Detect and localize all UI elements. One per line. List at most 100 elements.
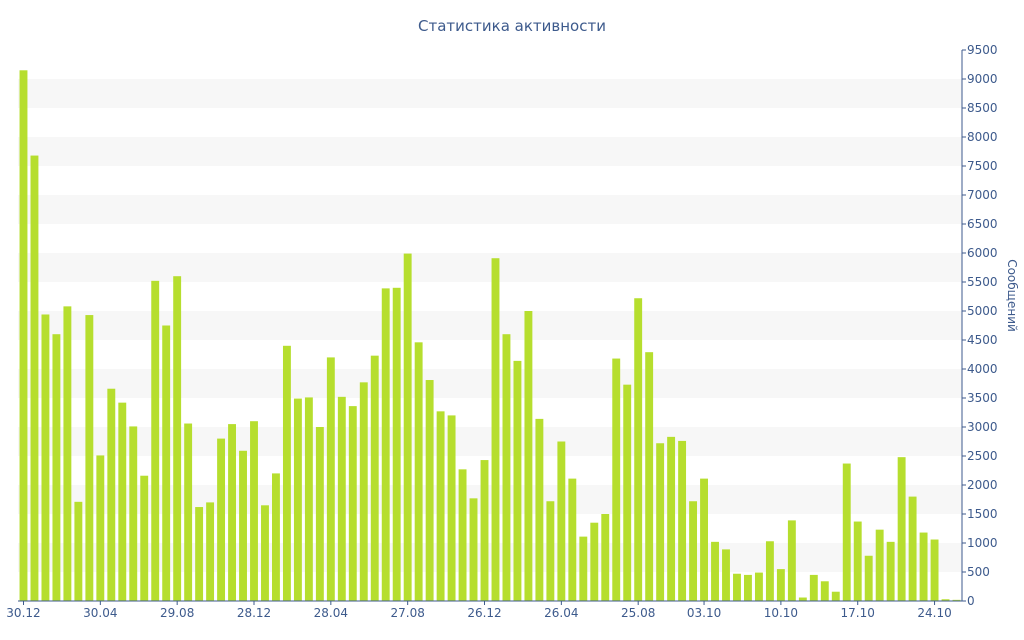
bar <box>612 358 621 601</box>
y-tick-label: 5500 <box>967 275 998 289</box>
bar <box>63 306 72 601</box>
bar <box>787 520 796 601</box>
bar <box>436 411 445 601</box>
bar <box>941 599 950 601</box>
x-tick-label: 03.10 <box>687 606 721 620</box>
bar <box>557 441 566 601</box>
bar <box>491 258 500 601</box>
x-tick-label: 30.12 <box>6 606 40 620</box>
y-tick-label: 0 <box>967 594 975 608</box>
x-tick-label: 26.12 <box>467 606 501 620</box>
bar <box>85 315 94 601</box>
bar <box>41 314 50 601</box>
grid-band <box>18 543 962 572</box>
bar <box>667 436 676 601</box>
bar <box>853 521 862 601</box>
bar <box>250 421 258 601</box>
bar <box>623 384 632 601</box>
bar <box>754 572 763 601</box>
x-tick-label: 24.10 <box>917 606 951 620</box>
bar <box>228 424 236 601</box>
x-tick-label: 17.10 <box>841 606 875 620</box>
bar <box>118 402 127 601</box>
y-tick-label: 3000 <box>967 420 998 434</box>
bar <box>140 475 149 601</box>
bar <box>293 398 302 601</box>
bar <box>129 426 138 601</box>
x-tick-label: 28.04 <box>314 606 348 620</box>
x-tick-label: 29.08 <box>160 606 194 620</box>
bar <box>656 443 665 601</box>
bar <box>864 555 873 601</box>
y-tick-label: 7000 <box>967 188 998 202</box>
bar <box>535 418 544 601</box>
bar <box>162 325 171 601</box>
bar <box>337 396 346 601</box>
bar <box>689 501 698 601</box>
bar <box>151 280 160 601</box>
chart-title: Статистика активности <box>418 17 606 35</box>
grid-band <box>18 369 962 398</box>
bar <box>458 469 467 601</box>
y-tick-label: 500 <box>967 565 990 579</box>
grid-band <box>18 137 962 166</box>
bar <box>359 382 368 601</box>
bar <box>579 536 588 601</box>
x-tick-label: 25.08 <box>621 606 655 620</box>
bar <box>304 397 313 601</box>
bar <box>798 597 807 601</box>
grid-bands <box>18 79 962 572</box>
y-tick-label: 2500 <box>967 449 998 463</box>
y-tick-label: 7500 <box>967 159 998 173</box>
bar <box>414 342 423 601</box>
bar <box>744 574 752 601</box>
bar <box>19 70 28 602</box>
grid-band <box>18 485 962 514</box>
bar <box>886 541 895 601</box>
bar <box>524 311 533 601</box>
x-tick-label: 28.12 <box>237 606 271 620</box>
bar <box>776 569 785 601</box>
bar <box>315 427 324 601</box>
grid-band <box>18 253 962 282</box>
bar <box>30 155 39 601</box>
grid-band <box>18 311 962 340</box>
bar <box>381 288 390 601</box>
x-tick-label: 27.08 <box>390 606 424 620</box>
bar <box>831 591 840 601</box>
y-tick-label: 1000 <box>967 536 998 550</box>
y-tick-label: 2000 <box>967 478 998 492</box>
bar <box>107 388 116 601</box>
bar <box>96 455 105 601</box>
bar <box>480 460 489 601</box>
y-tick-label: 6000 <box>967 246 998 260</box>
bar <box>403 253 412 601</box>
bar <box>173 276 182 601</box>
x-tick-label: 10.10 <box>764 606 798 620</box>
grid-band <box>18 195 962 224</box>
y-tick-label: 4500 <box>967 333 998 347</box>
y-tick-label: 8000 <box>967 130 998 144</box>
bar <box>502 334 511 601</box>
y-tick-label: 6500 <box>967 217 998 231</box>
y-tick-label: 9500 <box>967 43 998 57</box>
bar <box>206 502 215 601</box>
y-tick-label: 9000 <box>967 72 998 86</box>
bar-series <box>19 70 961 602</box>
bar <box>568 478 577 601</box>
bar <box>469 498 478 601</box>
bar <box>842 463 851 601</box>
bar <box>513 360 522 601</box>
y-tick-label: 8500 <box>967 101 998 115</box>
bar <box>765 541 774 601</box>
bar <box>348 406 357 601</box>
bar <box>733 573 741 601</box>
bar <box>897 457 906 601</box>
x-tick-label: 26.04 <box>544 606 578 620</box>
bar <box>875 529 884 601</box>
bar <box>74 501 83 601</box>
bar <box>447 415 456 601</box>
y-tick-label: 3500 <box>967 391 998 405</box>
bar <box>678 440 687 601</box>
